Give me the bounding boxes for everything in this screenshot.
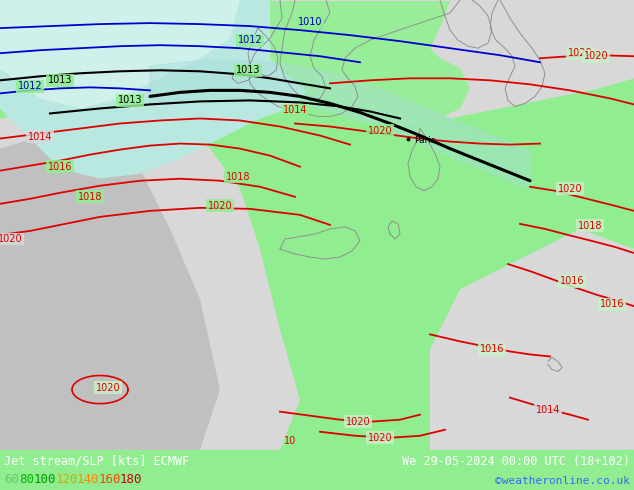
Text: 1020: 1020	[208, 201, 232, 211]
Text: 1020: 1020	[0, 234, 22, 244]
Text: 1016: 1016	[560, 276, 585, 286]
Text: 1013: 1013	[118, 96, 142, 105]
Text: 1020: 1020	[558, 184, 582, 194]
Text: ©weatheronline.co.uk: ©weatheronline.co.uk	[495, 476, 630, 486]
Text: 1016: 1016	[480, 344, 504, 354]
Text: 160: 160	[98, 473, 121, 486]
Text: We 29-05-2024 00:00 UTC (18+102): We 29-05-2024 00:00 UTC (18+102)	[402, 455, 630, 468]
Text: 1020: 1020	[96, 383, 120, 392]
Text: 1016: 1016	[600, 299, 624, 309]
Text: 1020: 1020	[584, 51, 608, 61]
Text: 1018: 1018	[226, 172, 250, 182]
Text: 1012: 1012	[18, 81, 42, 91]
Text: 180: 180	[120, 473, 143, 486]
Polygon shape	[150, 60, 530, 189]
Text: 1013: 1013	[236, 65, 260, 75]
Polygon shape	[0, 108, 300, 450]
Polygon shape	[220, 1, 470, 123]
Polygon shape	[0, 134, 220, 450]
Text: 60: 60	[4, 473, 19, 486]
Text: Jet stream/SLP [kts] ECMWF: Jet stream/SLP [kts] ECMWF	[4, 455, 190, 468]
Text: 10: 10	[284, 436, 296, 446]
Polygon shape	[0, 0, 240, 108]
Text: 1013: 1013	[48, 75, 72, 85]
Text: 1018: 1018	[78, 192, 102, 202]
Text: 1016: 1016	[48, 162, 72, 172]
Text: 140: 140	[77, 473, 100, 486]
Polygon shape	[0, 0, 310, 179]
Text: 1010: 1010	[298, 17, 322, 27]
Text: 80: 80	[19, 473, 34, 486]
Text: 1020: 1020	[368, 125, 392, 136]
Text: 100: 100	[34, 473, 56, 486]
Polygon shape	[270, 0, 634, 119]
Polygon shape	[430, 229, 634, 450]
Text: 1012: 1012	[238, 35, 262, 45]
Text: 1020: 1020	[346, 416, 370, 427]
Text: 1014: 1014	[28, 131, 52, 142]
Text: 1018: 1018	[578, 221, 602, 231]
Text: Paris: Paris	[414, 136, 436, 145]
Text: 120: 120	[56, 473, 78, 486]
Text: 1020: 1020	[567, 48, 592, 58]
Text: 1020: 1020	[368, 433, 392, 443]
Text: 1014: 1014	[536, 405, 560, 415]
Text: 1014: 1014	[283, 105, 307, 116]
